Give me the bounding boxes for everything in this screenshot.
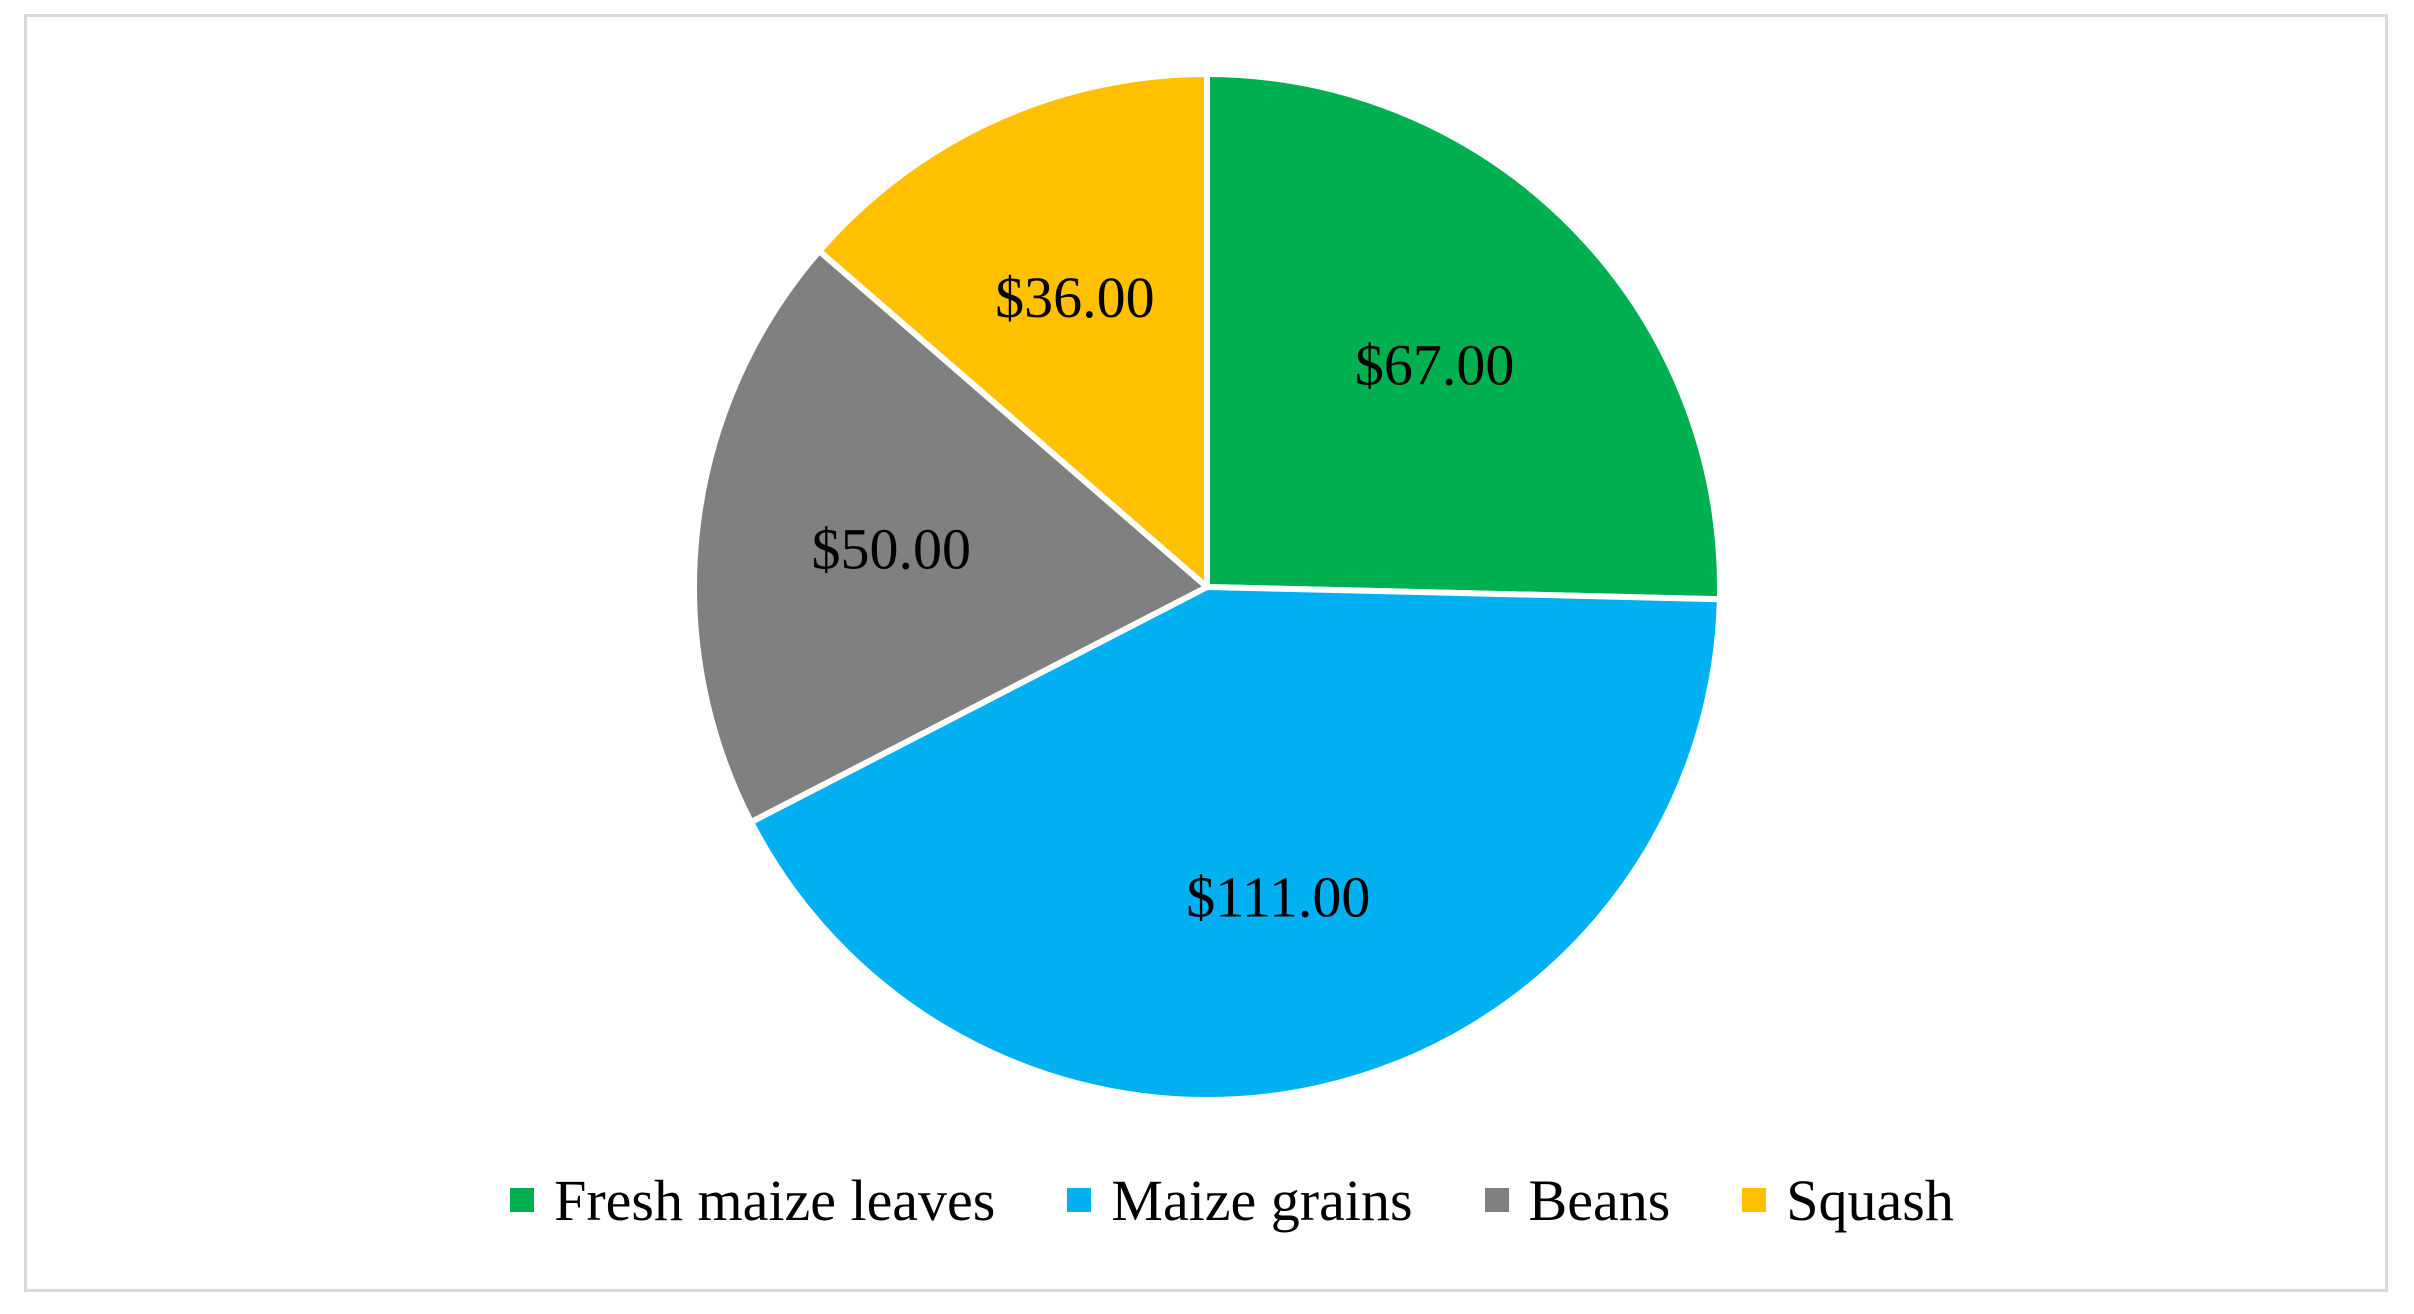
data-label-squash: $36.00 (995, 265, 1155, 330)
pie-slice-squash (816, 71, 1210, 590)
legend-item-beans: Beans (1484, 1167, 1671, 1234)
pie-slice-fresh-maize-leaves (1204, 71, 1723, 603)
legend-item-squash: Squash (1742, 1167, 1954, 1234)
data-label-maize-grains: $111.00 (1186, 864, 1370, 929)
legend-label-fresh-maize-leaves: Fresh maize leaves (554, 1167, 996, 1233)
pie-slice-beans (691, 248, 1210, 826)
pie-data-labels: $67.00 $111.00 $50.00 $36.00 (811, 265, 1514, 929)
legend-label-beans: Beans (1528, 1167, 1671, 1233)
legend-swatch-maize-grains (1067, 1188, 1092, 1212)
pie-slice-maize-grains (748, 584, 1723, 1103)
legend-label-maize-grains: Maize grains (1111, 1167, 1413, 1233)
legend-item-maize-grains: Maize grains (1067, 1167, 1413, 1234)
legend-item-fresh-maize-leaves: Fresh maize leaves (510, 1167, 995, 1234)
legend-swatch-fresh-maize-leaves (510, 1188, 535, 1212)
data-label-fresh-maize-leaves: $67.00 (1355, 332, 1515, 397)
data-label-beans: $50.00 (811, 517, 971, 582)
legend-swatch-beans (1484, 1188, 1509, 1212)
legend: Fresh maize leaves Maize grains Beans Sq… (0, 1160, 2414, 1240)
pie-slices (691, 71, 1723, 1103)
legend-label-squash: Squash (1786, 1167, 1954, 1233)
legend-swatch-squash (1742, 1188, 1767, 1212)
